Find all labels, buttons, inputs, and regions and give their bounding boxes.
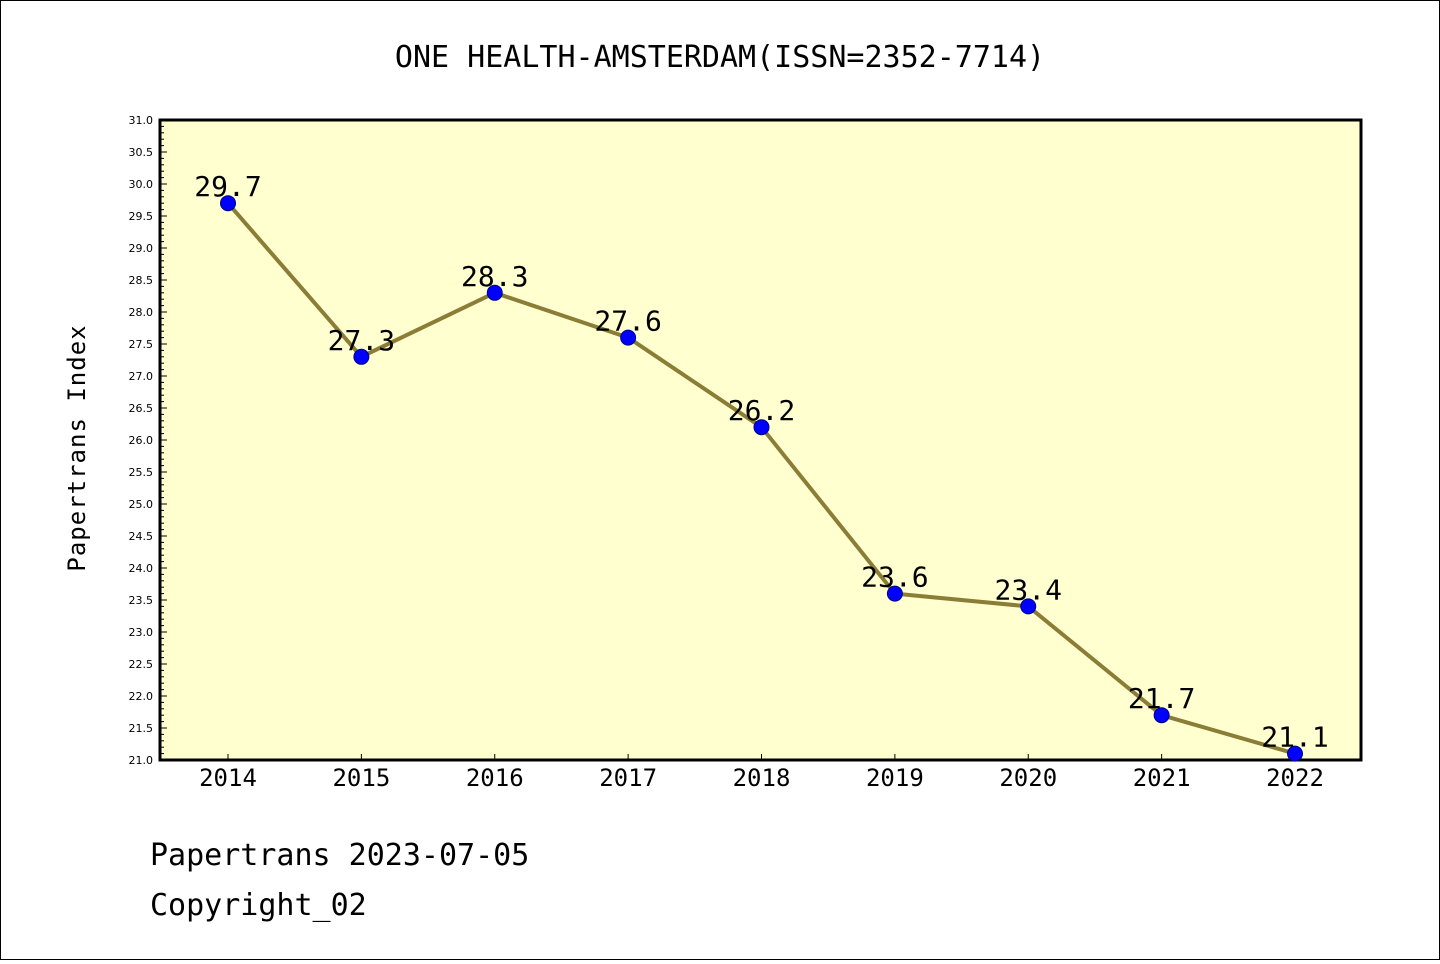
y-tick-label: 29.5	[129, 210, 154, 223]
y-tick-label: 21.5	[129, 722, 154, 735]
y-tick-label: 25.5	[129, 466, 154, 479]
chart-title: ONE HEALTH-AMSTERDAM(ISSN=2352-7714)	[395, 40, 1045, 75]
x-tick-label: 2014	[199, 764, 257, 792]
y-tick-label: 26.5	[129, 402, 154, 415]
data-label: 23.4	[995, 573, 1062, 606]
x-tick-label: 2017	[599, 764, 657, 792]
plot-area	[158, 118, 1363, 762]
x-tick-label: 2016	[466, 764, 524, 792]
data-labels-group: 29.7 27.3 28.3 27.6 26.2 23.6 23.4 21.7 21.1	[194, 170, 1328, 753]
y-tick-label: 29.0	[129, 242, 154, 255]
data-point	[1153, 707, 1170, 724]
data-label: 26.2	[728, 394, 795, 427]
data-point	[753, 419, 770, 436]
footer-copyright: Copyright_02	[150, 888, 367, 923]
x-tick-label: 2020	[999, 764, 1057, 792]
y-tick-label: 26.0	[129, 434, 154, 447]
x-tick-label: 2019	[866, 764, 924, 792]
x-tick-label: 2022	[1266, 764, 1324, 792]
y-axis-label: Papertrans Index	[63, 324, 91, 571]
data-point	[1287, 745, 1303, 762]
y-tick-label: 31.0	[129, 114, 154, 127]
data-label: 27.3	[328, 324, 395, 357]
data-label: 23.6	[861, 561, 928, 594]
y-tick-label: 24.0	[129, 562, 154, 575]
y-tick-label: 21.0	[129, 754, 154, 767]
y-tick-label: 30.5	[129, 146, 154, 159]
data-label: 29.7	[194, 170, 261, 203]
y-tick-label: 23.5	[129, 594, 154, 607]
x-tick-label: 2015	[332, 764, 390, 792]
data-point	[886, 585, 903, 602]
data-point	[620, 329, 637, 346]
y-tick-label: 28.5	[129, 274, 154, 287]
y-tick-label: 30.0	[129, 178, 154, 191]
data-point	[353, 348, 370, 365]
x-tick-label: 2018	[733, 764, 791, 792]
data-label: 21.1	[1261, 721, 1328, 754]
data-label: 27.6	[594, 305, 661, 338]
x-axis: 2014 2015 2016 2017 2018 2019 2020 2021 2022	[199, 754, 1324, 792]
data-label: 28.3	[461, 260, 528, 293]
footer-date: Papertrans 2023-07-05	[150, 838, 529, 873]
y-axis: 21.0 21.5 22.0 22.5 23.0 23.5 24.0 24.5 25.0 25.5…	[129, 114, 167, 767]
data-point	[486, 284, 503, 301]
data-point	[1020, 598, 1037, 615]
x-tick-label: 2021	[1133, 764, 1191, 792]
y-tick-label: 25.0	[129, 498, 154, 511]
y-tick-label: 23.0	[129, 626, 154, 639]
y-tick-label: 24.5	[129, 530, 154, 543]
data-label: 21.7	[1128, 682, 1195, 715]
y-tick-label: 27.5	[129, 338, 154, 351]
y-tick-label: 22.0	[129, 690, 154, 703]
y-tick-label: 22.5	[129, 658, 154, 671]
y-tick-label: 28.0	[129, 306, 154, 319]
series-group	[220, 195, 1303, 762]
y-tick-label: 27.0	[129, 370, 154, 383]
data-point	[220, 195, 236, 212]
